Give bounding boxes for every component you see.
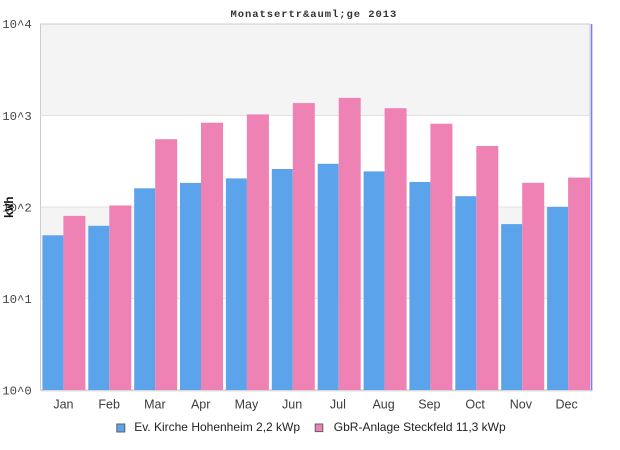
svg-text:Monatsertr&auml;ge 2013: Monatsertr&auml;ge 2013 [231,9,398,21]
svg-text:Nov: Nov [510,397,533,411]
svg-text:Ev. Kirche Hohenheim 2,2 kWp: Ev. Kirche Hohenheim 2,2 kWp [134,420,300,434]
svg-text:10^1: 10^1 [2,293,32,307]
svg-text:Oct: Oct [465,397,485,411]
svg-text:Feb: Feb [98,397,120,411]
svg-text:10^4: 10^4 [2,18,32,32]
svg-text:Sep: Sep [418,397,440,411]
svg-text:Jul: Jul [330,397,346,411]
svg-text:10^0: 10^0 [2,385,32,399]
svg-text:10^3: 10^3 [2,110,32,124]
svg-text:Aug: Aug [372,397,394,411]
svg-text:Apr: Apr [191,397,210,411]
svg-text:Jan: Jan [53,397,73,411]
svg-text:Mar: Mar [144,397,166,411]
svg-text:Jun: Jun [282,397,302,411]
svg-text:May: May [235,397,259,411]
svg-text:10^2: 10^2 [2,202,32,216]
svg-text:GbR-Anlage Steckfeld 11,3 kWp: GbR-Anlage Steckfeld 11,3 kWp [334,420,506,434]
svg-text:Dec: Dec [555,397,577,411]
svg-text:kWh: kWh [3,196,17,218]
